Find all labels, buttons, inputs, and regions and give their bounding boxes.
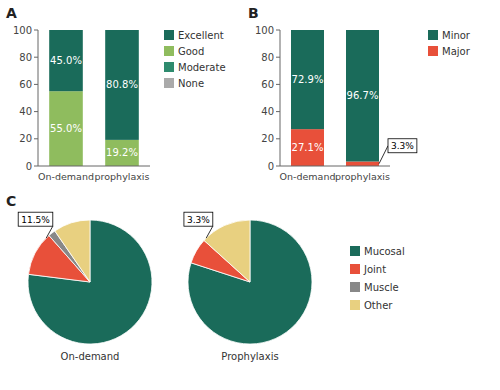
legend-label: Mucosal xyxy=(364,246,405,257)
legend-swatch xyxy=(164,62,174,72)
y-tick xyxy=(34,166,38,167)
bar-segment xyxy=(291,30,324,129)
pie-slice: Other xyxy=(204,220,250,282)
annotation-line xyxy=(46,226,53,238)
data-label: 45.0% xyxy=(50,55,82,66)
pie-panel: Mucosal Joint Other Prophylaxis 3.3% Mucosal J… xyxy=(184,212,405,362)
y-tick xyxy=(34,57,38,58)
legend-label: Minor xyxy=(442,30,471,41)
y-tick-label: 60 xyxy=(19,79,32,90)
annotation: 11.5% xyxy=(21,215,50,225)
x-axis xyxy=(280,166,390,167)
y-tick-label: 80 xyxy=(261,52,274,63)
legend-label: Good xyxy=(178,46,204,57)
legend-label: Moderate xyxy=(178,62,226,73)
pie-slice: Mucosal xyxy=(188,220,312,344)
legend-label: Muscle xyxy=(364,282,399,293)
pie-panel: MucosalJointMuscleOtherCOn-demand11.5% xyxy=(6,193,152,362)
y-tick-label: 80 xyxy=(19,52,32,63)
x-axis xyxy=(38,166,150,167)
y-tick xyxy=(34,138,38,139)
y-tick-label: 20 xyxy=(261,133,274,144)
legend-swatch xyxy=(350,246,360,256)
data-label: 3.3% xyxy=(391,141,414,151)
data-label: 72.9% xyxy=(292,74,324,85)
legend: Excellent Good Moderate None xyxy=(164,30,226,89)
legend-swatch xyxy=(428,46,438,56)
annotation-box xyxy=(18,212,53,226)
data-label: 27.1% xyxy=(292,142,324,153)
legend-label: Other xyxy=(364,300,393,311)
pie-label: On-demand xyxy=(61,351,120,362)
legend-swatch xyxy=(350,282,360,292)
annotation: 3.3% xyxy=(187,215,210,225)
y-tick-label: 60 xyxy=(261,79,274,90)
legend-swatch xyxy=(164,46,174,56)
legend-label: None xyxy=(178,78,204,89)
y-tick-label: 40 xyxy=(261,106,274,117)
legend-swatch xyxy=(428,30,438,40)
y-tick-label: 100 xyxy=(13,25,32,36)
legend-swatch xyxy=(350,300,360,310)
data-label: 80.8% xyxy=(106,79,138,90)
legend-label: Major xyxy=(442,46,471,57)
legend-label: Joint xyxy=(363,264,386,275)
legend: Minor Major xyxy=(428,30,471,57)
legend-swatch xyxy=(164,30,174,40)
bar-segment xyxy=(291,129,324,166)
y-tick-label: 20 xyxy=(19,133,32,144)
x-tick-label: On-demand xyxy=(38,171,94,182)
bar-segment xyxy=(346,162,379,166)
legend-swatch xyxy=(350,264,360,274)
pie-slice: Other xyxy=(55,220,90,282)
bar-segment xyxy=(346,30,379,162)
bar-segment xyxy=(49,91,83,166)
y-axis xyxy=(38,30,39,166)
data-label: 19.2% xyxy=(106,147,138,158)
y-tick xyxy=(276,166,280,167)
y-tick xyxy=(34,111,38,112)
x-tick-label: On-demand xyxy=(280,171,336,182)
legend-label: Excellent xyxy=(178,30,224,41)
bars xyxy=(291,30,379,166)
y-tick xyxy=(34,30,38,31)
x-tick-label: prophylaxis xyxy=(335,171,390,182)
callout-box xyxy=(388,139,417,153)
bar-labels: 27.1% 3.3% 72.9% 96.7% xyxy=(292,74,417,164)
bar-panel: A 0 20 40 60 80 100 55.0% 19.2% 45.0% 80.8% On-dema… xyxy=(6,5,226,182)
bar-segment xyxy=(49,30,83,91)
y-tick xyxy=(276,57,280,58)
y-tick-label: 40 xyxy=(19,106,32,117)
y-tick-label: 0 xyxy=(26,161,32,172)
x-tick-label: prophylaxis xyxy=(95,171,150,182)
y-tick xyxy=(276,84,280,85)
data-label: 55.0% xyxy=(50,123,82,134)
panel-label: A xyxy=(6,5,17,21)
panel-label: C xyxy=(6,193,16,209)
bar-panel: B 0 20 40 60 80 100 27.1% 3.3% 72.9% 96.7% On-deman… xyxy=(248,5,471,182)
y-tick-label: 100 xyxy=(255,25,274,36)
chart: A 0 20 40 60 80 100 55.0% 19.2% 45.0% 80.8% On-dema… xyxy=(0,0,500,390)
data-label: 96.7% xyxy=(347,90,379,101)
legend: Mucosal Joint Muscle Other xyxy=(350,246,405,311)
callout-line xyxy=(379,146,388,164)
y-tick xyxy=(276,30,280,31)
y-axis xyxy=(280,30,281,166)
pie-slice: Mucosal xyxy=(28,220,152,344)
bars xyxy=(49,30,139,166)
bar-labels: 55.0% 19.2% 45.0% 80.8% xyxy=(50,55,138,158)
annotation-line xyxy=(206,226,213,238)
y-tick-label: 0 xyxy=(268,161,274,172)
panel-label: B xyxy=(248,5,259,21)
y-tick xyxy=(276,111,280,112)
bar-segment xyxy=(105,30,139,140)
background xyxy=(0,0,500,390)
y-tick xyxy=(276,138,280,139)
bar-segment xyxy=(105,140,139,166)
y-tick xyxy=(34,84,38,85)
pie-label: Prophylaxis xyxy=(221,351,278,362)
annotation-box xyxy=(184,212,213,226)
legend-swatch xyxy=(164,78,174,88)
